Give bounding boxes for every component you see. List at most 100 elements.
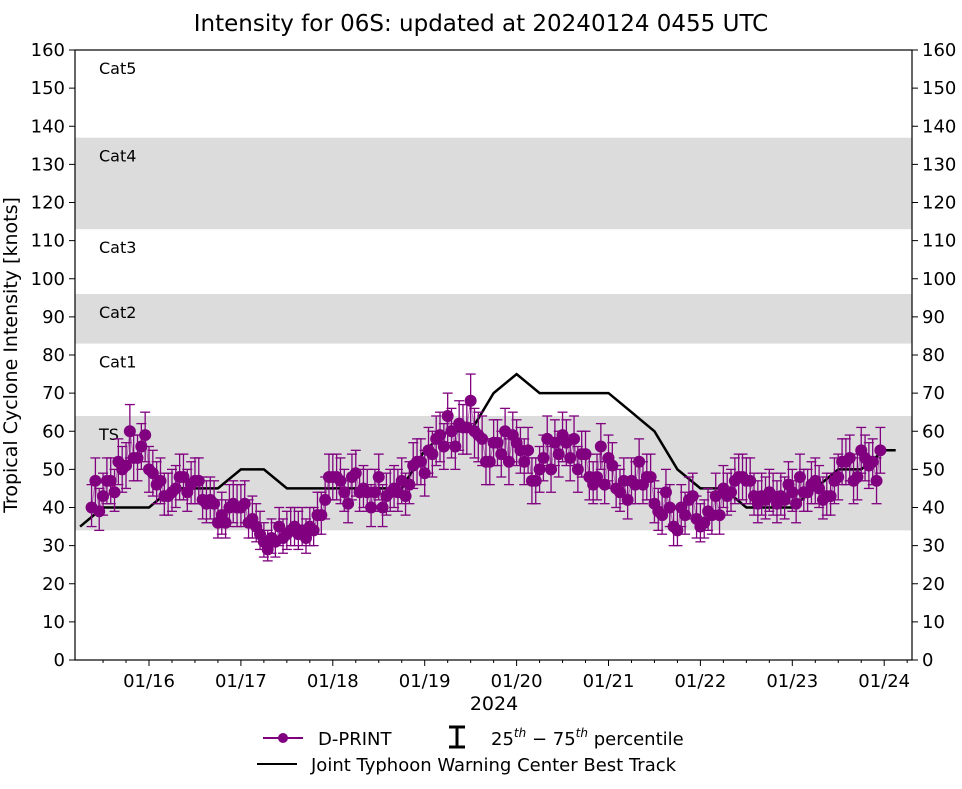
dprint-point [786, 486, 799, 499]
dprint-point [698, 516, 711, 529]
dprint-point [613, 486, 626, 499]
y-tick-label-left: 80 [42, 345, 65, 366]
y-tick-label-left: 10 [42, 612, 65, 633]
x-tick-label: 01/23 [766, 671, 818, 692]
dprint-point [790, 497, 803, 510]
y-tick-label-left: 90 [42, 307, 65, 328]
dprint-point [545, 463, 558, 476]
dprint-point [656, 509, 669, 522]
category-label-cat4: Cat4 [99, 147, 136, 166]
y-tick-label-left: 140 [31, 116, 65, 137]
dprint-point [866, 455, 879, 468]
dprint-point [725, 486, 738, 499]
category-labels: TS Cat1 Cat2 Cat3 Cat4 Cat5 [98, 59, 136, 444]
y-tick-label-right: 50 [922, 459, 945, 480]
x-tick-label: 01/20 [491, 671, 543, 692]
dprint-point [315, 509, 328, 522]
x-tick-label: 01/22 [674, 671, 726, 692]
dprint-point [713, 509, 726, 522]
dprint-point [365, 501, 378, 514]
y-tick-label-right: 30 [922, 536, 945, 557]
dprint-point [319, 493, 332, 506]
dprint-point [851, 471, 864, 483]
dprint-point [870, 474, 883, 487]
dprint-point [108, 486, 121, 499]
y-tick-label-left: 160 [31, 40, 65, 61]
dprint-point [135, 440, 148, 453]
x-tick-label: 01/17 [215, 671, 267, 692]
dprint-point [579, 448, 592, 461]
dprint-point [533, 463, 546, 476]
y-tick-label-left: 50 [42, 459, 65, 480]
dprint-point [123, 425, 136, 438]
y-axis: 0 0 10 10 20 20 30 30 40 40 50 50 60 60 70 70 80 80 90 90 10… [31, 40, 957, 671]
y-tick-label-right: 110 [922, 231, 956, 252]
dprint-point [97, 490, 110, 503]
y-tick-label-right: 90 [922, 307, 945, 328]
legend-errorbar-icon [449, 725, 465, 749]
dprint-point [169, 482, 182, 495]
y-tick-label-left: 30 [42, 536, 65, 557]
dprint-point [874, 444, 887, 457]
dprint-point [434, 429, 447, 442]
dprint-point [522, 444, 535, 457]
dprint-point [342, 497, 355, 510]
y-tick-label-left: 70 [42, 383, 65, 404]
dprint-point [445, 425, 458, 438]
dprint-point [537, 451, 550, 464]
dprint-point [131, 451, 144, 464]
category-label-ts: TS [98, 425, 119, 444]
y-tick-label-left: 0 [54, 650, 65, 671]
y-tick-label-right: 40 [922, 498, 945, 519]
dprint-point [93, 505, 106, 518]
dprint-point [307, 524, 320, 537]
dprint-point [441, 410, 454, 422]
dprint-point [778, 493, 791, 506]
y-tick-label-left: 110 [31, 231, 65, 252]
x-axis-label: 2024 [470, 693, 518, 715]
dprint-point [399, 490, 412, 503]
dprint-point [177, 471, 190, 483]
dprint-point [483, 455, 496, 468]
x-tick-label: 01/16 [123, 671, 175, 692]
y-tick-label-left: 20 [42, 574, 65, 595]
dprint-point [89, 474, 102, 487]
dprint-point [552, 448, 565, 461]
dprint-point [334, 474, 347, 487]
dprint-point [671, 524, 684, 537]
dprint-point [529, 474, 542, 487]
y-tick-label-right: 10 [922, 612, 945, 633]
y-tick-label-right: 100 [922, 269, 956, 290]
legend-percentile-label: 25th − 75th percentile [491, 726, 684, 750]
dprint-point [491, 436, 504, 449]
y-tick-label-right: 120 [922, 193, 956, 214]
dprint-point [120, 459, 133, 472]
legend-best-track-label: Joint Typhoon Warning Center Best Track [310, 755, 677, 776]
dprint-point [548, 436, 561, 449]
y-tick-label-right: 150 [922, 78, 956, 99]
dprint-point [598, 478, 611, 491]
y-tick-label-left: 100 [31, 269, 65, 290]
y-tick-label-right: 60 [922, 421, 945, 442]
x-axis: 01/16 01/17 01/18 01/19 01/20 01/21 01/22 01/23… [102, 660, 910, 692]
dprint-point [518, 455, 531, 468]
dprint-point [338, 486, 351, 499]
y-tick-label-right: 80 [922, 345, 945, 366]
dprint-point [219, 516, 232, 529]
category-label-cat3: Cat3 [99, 238, 136, 257]
dprint-point [368, 486, 381, 499]
dprint-point [372, 471, 385, 483]
dprint-point [273, 520, 286, 533]
dprint-point [843, 451, 856, 464]
y-tick-label-right: 70 [922, 383, 945, 404]
dprint-point [659, 486, 672, 499]
dprint-point [104, 474, 117, 487]
legend-dprint-label: D-PRINT [318, 729, 392, 750]
dprint-point [495, 448, 508, 461]
dprint-point [299, 532, 312, 544]
dprint-point [633, 455, 646, 468]
dprint-point [403, 478, 416, 491]
dprint-point [568, 432, 581, 445]
